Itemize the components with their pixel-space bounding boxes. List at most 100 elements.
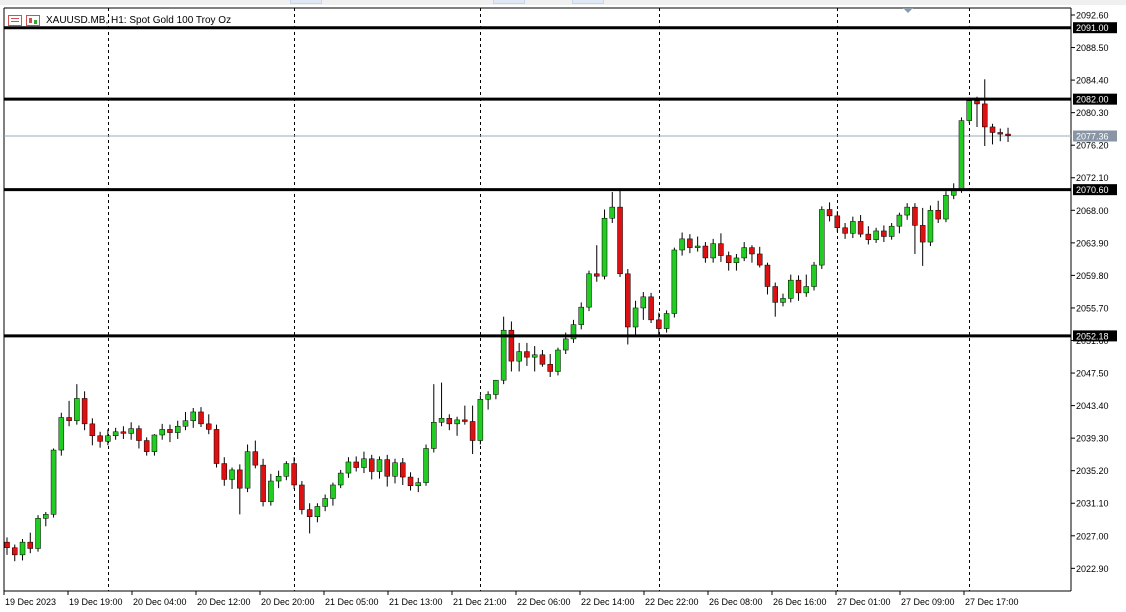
candle-body (330, 484, 336, 499)
x-tick-label: 26 Dec 16:00 (773, 597, 827, 607)
x-tick-label: 26 Dec 08:00 (709, 597, 763, 607)
level-price-label: 2070.60 (1076, 185, 1109, 195)
candle-body (857, 221, 864, 235)
candle-body (718, 243, 724, 256)
candle-body (314, 506, 321, 517)
x-tick-label: 27 Dec 09:00 (901, 597, 955, 607)
candle-body (555, 349, 561, 372)
window-top-strip (0, 0, 1126, 5)
toolbar-tab-marker (493, 0, 525, 4)
chart-title: XAUUSD.MB, H1: Spot Gold 100 Troy Oz (46, 14, 232, 26)
candle-body (376, 459, 383, 472)
candle-body (772, 286, 778, 303)
candle-body (244, 451, 251, 489)
x-tick-label: 21 Dec 13:00 (389, 597, 443, 607)
y-tick-label: 2068.00 (1076, 206, 1109, 216)
candle-body (586, 273, 592, 308)
candle-body (780, 298, 786, 303)
x-tick-label: 22 Dec 06:00 (517, 597, 571, 607)
x-tick-label: 19 Dec 2023 (5, 597, 56, 607)
candle-body (625, 273, 631, 328)
y-tick-label: 2031.10 (1076, 499, 1109, 509)
candle-body (958, 120, 965, 190)
candle-body (749, 247, 755, 255)
candle-body (431, 422, 437, 449)
candle-body (400, 462, 406, 478)
candle-body (710, 243, 716, 259)
chart-shift-marker (903, 8, 913, 13)
chart-title-bar: XAUUSD.MB, H1: Spot Gold 100 Troy Oz (8, 13, 231, 27)
candle-body (120, 431, 127, 434)
toolbar-tab-marker (290, 0, 322, 4)
candle-body (594, 273, 600, 277)
candle-body (237, 469, 243, 489)
candle-body (795, 279, 802, 294)
y-tick-label: 2084.40 (1076, 76, 1109, 86)
candle-body (663, 313, 670, 329)
level-price-label: 2091.00 (1076, 23, 1109, 33)
toolbar-tab-marker (572, 0, 604, 4)
candle-body (446, 418, 453, 425)
x-tick-label: 22 Dec 22:00 (645, 597, 699, 607)
candle-body (392, 462, 398, 477)
candle-body (1005, 133, 1011, 136)
candle-body (182, 420, 189, 427)
y-tick-label: 2080.30 (1076, 108, 1109, 118)
candle-body (966, 100, 972, 121)
candle-body (50, 449, 57, 515)
y-tick-label: 2072.10 (1076, 173, 1109, 183)
x-tick-label: 27 Dec 17:00 (965, 597, 1019, 607)
candle-body (648, 296, 654, 321)
candle-body (904, 206, 910, 216)
x-tick-label: 20 Dec 12:00 (197, 597, 251, 607)
x-tick-label: 22 Dec 14:00 (581, 597, 635, 607)
candle-body (842, 227, 848, 234)
y-tick-label: 2047.50 (1076, 369, 1109, 379)
y-tick-label: 2055.70 (1076, 303, 1109, 313)
chart-icon[interactable] (26, 14, 40, 26)
candle-body (306, 509, 313, 517)
candle-body (89, 423, 96, 437)
candle-body (268, 480, 274, 502)
candle-body (128, 428, 134, 434)
candle-body (671, 249, 678, 314)
candle-body (19, 541, 26, 556)
level-price-label: 2052.18 (1076, 331, 1109, 341)
candle-body (865, 233, 872, 240)
candle-body (275, 476, 282, 482)
y-tick-label: 2088.50 (1076, 43, 1109, 53)
y-tick-label: 2027.00 (1076, 531, 1109, 541)
candle-body (826, 209, 833, 217)
candle-body (881, 230, 887, 237)
candle-body (58, 417, 65, 451)
candle-body (982, 103, 988, 128)
candle-body (539, 354, 546, 365)
candle-body (570, 324, 577, 340)
candle-body (756, 253, 763, 266)
level-price-tag (1073, 330, 1117, 342)
candle-body (454, 419, 460, 425)
y-tick-label: 2035.20 (1076, 466, 1109, 476)
candle-body (725, 255, 732, 263)
candle-body (260, 464, 266, 502)
level-price-tag (1073, 93, 1117, 105)
candle-body (873, 230, 879, 240)
candle-body (322, 498, 328, 507)
candle-body (206, 423, 212, 430)
y-tick-label: 2063.90 (1076, 238, 1109, 248)
candle-body (531, 354, 538, 358)
y-tick-label: 2022.90 (1076, 564, 1109, 574)
y-tick-label: 2092.60 (1076, 11, 1109, 21)
level-price-label: 2082.00 (1076, 95, 1109, 105)
list-icon[interactable] (8, 14, 22, 26)
candle-body (43, 514, 49, 519)
candle-body (66, 417, 72, 421)
x-tick-label: 20 Dec 20:00 (261, 597, 315, 607)
candle-body (4, 541, 10, 548)
candle-body (733, 257, 740, 263)
candle-body (927, 210, 934, 243)
candle-body (143, 440, 150, 452)
candle-body (912, 206, 918, 226)
